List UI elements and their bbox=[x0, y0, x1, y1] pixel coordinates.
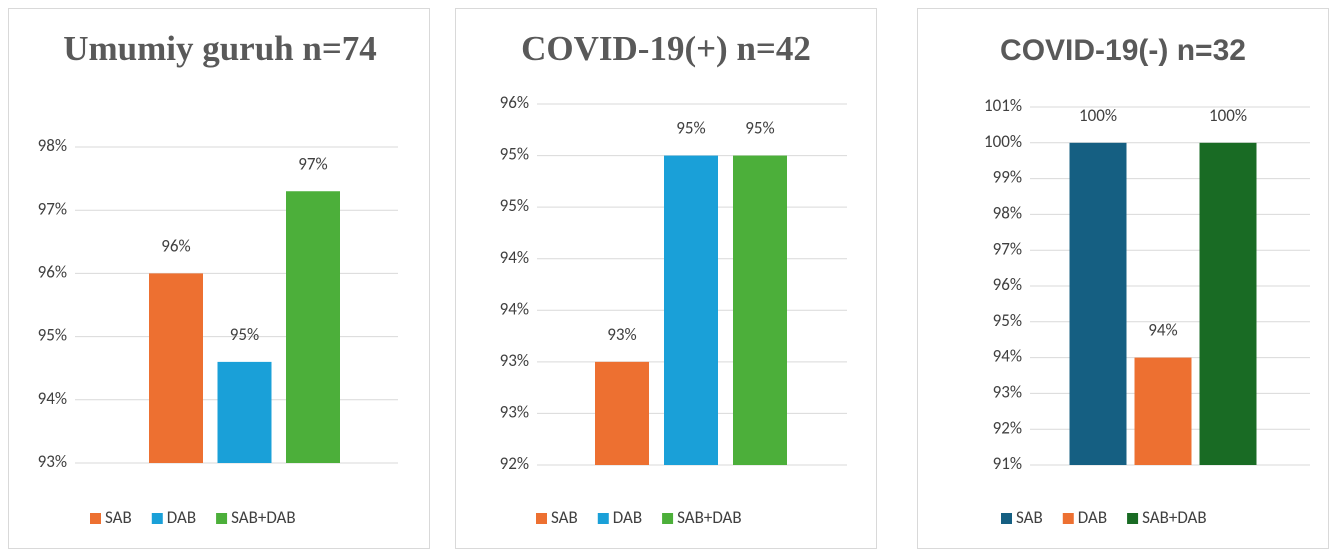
legend-label: DAB bbox=[613, 507, 642, 528]
legend-label: SAB+DAB bbox=[677, 507, 742, 528]
y-tick-label: 95% bbox=[500, 144, 529, 165]
panel bbox=[8, 8, 430, 549]
bar bbox=[664, 155, 718, 466]
data-label: 97% bbox=[298, 153, 327, 174]
bar bbox=[217, 361, 272, 463]
bar bbox=[595, 361, 649, 465]
legend-label: SAB bbox=[551, 507, 578, 528]
y-tick-label: 95% bbox=[993, 310, 1022, 331]
y-tick-label: 94% bbox=[500, 298, 529, 319]
y-tick-label: 100% bbox=[984, 131, 1022, 152]
chart-title: COVID-19(+) n=42 bbox=[521, 29, 811, 68]
data-label: 96% bbox=[161, 235, 190, 256]
legend-swatch bbox=[151, 513, 163, 524]
bar bbox=[1199, 142, 1257, 466]
y-tick-label: 94% bbox=[500, 247, 529, 268]
y-tick-label: 96% bbox=[500, 92, 529, 113]
chart-title: Umumiy guruh n=74 bbox=[63, 29, 377, 68]
legend-swatch bbox=[1001, 513, 1012, 524]
bar bbox=[733, 155, 787, 466]
bar bbox=[149, 273, 203, 463]
bar bbox=[1134, 357, 1192, 465]
y-tick-label: 94% bbox=[38, 388, 67, 409]
y-tick-label: 93% bbox=[993, 381, 1022, 402]
y-tick-label: 96% bbox=[993, 274, 1022, 295]
y-tick-label: 99% bbox=[993, 167, 1022, 188]
y-tick-label: 92% bbox=[993, 417, 1022, 438]
y-tick-label: 101% bbox=[984, 95, 1022, 116]
y-tick-label: 98% bbox=[38, 135, 67, 156]
chart-title: COVID-19(-) n=32 bbox=[1000, 34, 1246, 67]
legend-label: DAB bbox=[167, 507, 196, 528]
legend-swatch bbox=[536, 513, 547, 524]
legend-label: SAB+DAB bbox=[1142, 507, 1207, 528]
y-tick-label: 93% bbox=[38, 451, 67, 472]
y-tick-label: 93% bbox=[500, 350, 529, 371]
bar bbox=[1069, 142, 1127, 466]
data-label: 93% bbox=[607, 324, 636, 345]
bar bbox=[286, 191, 340, 464]
legend-swatch bbox=[662, 513, 674, 524]
data-label: 100% bbox=[1209, 105, 1247, 126]
legend-label: SAB bbox=[1016, 507, 1043, 528]
y-tick-label: 98% bbox=[993, 202, 1022, 223]
y-tick-label: 97% bbox=[38, 198, 67, 219]
legend-swatch bbox=[90, 513, 101, 524]
data-label: 94% bbox=[1148, 320, 1177, 341]
legend-label: SAB bbox=[105, 507, 132, 528]
data-label: 95% bbox=[745, 118, 774, 139]
y-tick-label: 91% bbox=[993, 453, 1022, 474]
legend-swatch bbox=[216, 513, 228, 524]
y-tick-label: 92% bbox=[500, 453, 529, 474]
y-tick-label: 95% bbox=[500, 195, 529, 216]
legend-swatch bbox=[1127, 513, 1139, 524]
legend-label: SAB+DAB bbox=[231, 507, 296, 528]
y-tick-label: 94% bbox=[993, 346, 1022, 367]
data-label: 100% bbox=[1079, 105, 1117, 126]
y-tick-label: 96% bbox=[38, 261, 67, 282]
legend-swatch bbox=[1062, 513, 1074, 524]
data-label: 95% bbox=[230, 324, 259, 345]
legend-swatch bbox=[597, 513, 609, 524]
data-label: 95% bbox=[676, 118, 705, 139]
y-tick-label: 93% bbox=[500, 401, 529, 422]
legend-label: DAB bbox=[1078, 507, 1107, 528]
y-tick-label: 95% bbox=[38, 325, 67, 346]
y-tick-label: 97% bbox=[993, 238, 1022, 259]
